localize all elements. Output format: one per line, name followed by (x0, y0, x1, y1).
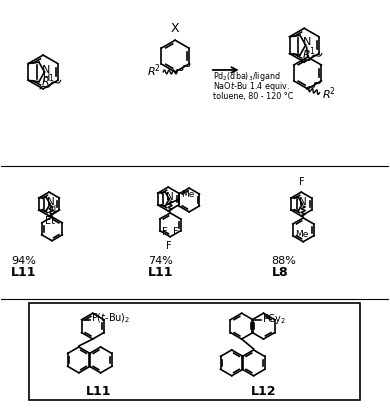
Text: L8: L8 (271, 266, 288, 279)
Text: F: F (167, 241, 172, 251)
Text: 94%: 94% (11, 256, 36, 265)
Text: Me: Me (181, 189, 194, 198)
Text: P($t$-Bu)$_2$: P($t$-Bu)$_2$ (92, 312, 131, 326)
Text: N: N (49, 205, 56, 215)
Text: N: N (300, 197, 307, 207)
Text: N: N (166, 192, 174, 202)
Text: N: N (302, 37, 311, 47)
Text: NaO$t$-Bu 1.4 equiv.: NaO$t$-Bu 1.4 equiv. (213, 80, 290, 93)
Text: F: F (173, 227, 179, 237)
Text: F: F (162, 227, 167, 237)
Text: X: X (171, 22, 179, 35)
Text: R$^1$: R$^1$ (41, 72, 55, 89)
Text: R$^2$: R$^2$ (321, 85, 335, 102)
Text: Me: Me (295, 230, 308, 239)
Text: PCy$_2$: PCy$_2$ (262, 312, 286, 326)
Text: N: N (42, 65, 51, 75)
Text: N: N (47, 197, 55, 207)
Text: R$^1$: R$^1$ (302, 45, 316, 62)
Text: L12: L12 (251, 385, 276, 398)
Text: Et: Et (45, 216, 55, 226)
Text: R$^2$: R$^2$ (147, 63, 161, 79)
Bar (29, 303, 360, 400)
Text: 88%: 88% (271, 256, 296, 265)
Text: L11: L11 (148, 266, 174, 279)
Text: 74%: 74% (148, 256, 173, 265)
Text: L11: L11 (86, 385, 112, 398)
Text: H: H (43, 73, 50, 83)
Text: F: F (300, 177, 305, 187)
Text: toluene, 80 - 120 °C: toluene, 80 - 120 °C (213, 92, 293, 101)
Text: L11: L11 (11, 266, 37, 279)
Text: Pd$_2$(dba)$_3$/ligand: Pd$_2$(dba)$_3$/ligand (213, 70, 280, 83)
